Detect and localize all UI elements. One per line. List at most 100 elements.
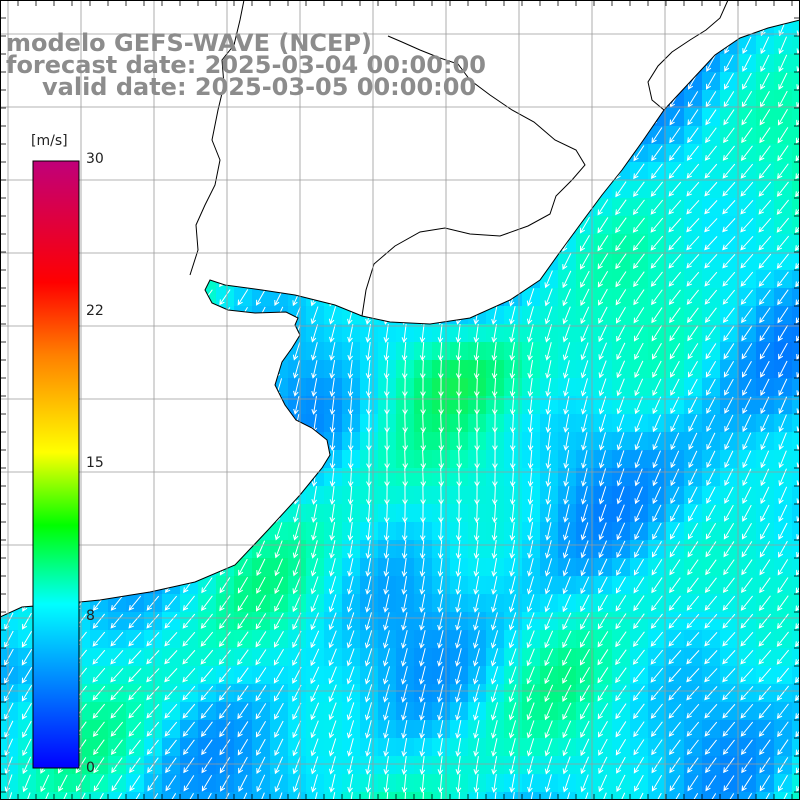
wind-cell (144, 504, 163, 523)
wind-arrow (760, 450, 770, 469)
wind-cell (144, 450, 163, 469)
wind-cell (126, 432, 145, 451)
wind-arrow (740, 721, 754, 737)
wind-arrow (597, 613, 609, 630)
wind-arrow (598, 414, 607, 433)
wind-arrow (705, 127, 717, 144)
wind-arrow (741, 793, 753, 800)
wind-arrow (652, 414, 662, 433)
wind-cell (252, 792, 271, 800)
wind-arrow (182, 181, 196, 197)
wind-cell (396, 108, 415, 127)
wind-arrow (292, 558, 301, 577)
wind-arrow (508, 720, 517, 739)
wind-arrow (220, 522, 230, 540)
wind-arrow (670, 450, 680, 469)
wind-arrow (128, 181, 142, 197)
wind-arrow (128, 721, 142, 737)
wind-arrow (146, 739, 159, 755)
wind-cell (144, 558, 163, 577)
wind-arrow (419, 756, 426, 775)
wind-arrow (401, 198, 408, 217)
wind-cell (126, 108, 145, 127)
wind-cell (216, 324, 235, 343)
wind-arrow (562, 162, 572, 181)
wind-arrow (293, 450, 300, 469)
wind-cell (216, 360, 235, 379)
wind-arrow (615, 253, 627, 270)
wind-arrow (255, 613, 267, 630)
wind-cell (270, 252, 289, 271)
wind-arrow (563, 36, 570, 55)
wind-arrow (758, 595, 771, 611)
wind-arrow (492, 467, 498, 488)
wind-arrow (722, 703, 736, 719)
wind-arrow (23, 432, 30, 451)
wind-arrow (527, 413, 534, 433)
wind-cell (414, 198, 433, 217)
wind-arrow (707, 1, 715, 17)
wind-arrow (562, 270, 572, 289)
wind-cell (216, 414, 235, 433)
wind-cell (36, 0, 55, 19)
wind-arrow (508, 702, 517, 721)
wind-arrow (220, 774, 230, 792)
wind-arrow (401, 539, 408, 560)
wind-arrow (401, 756, 408, 775)
wind-arrow (164, 685, 178, 701)
wind-cell (252, 126, 271, 145)
wind-arrow (545, 540, 552, 559)
wind-arrow (686, 253, 700, 269)
wind-arrow (776, 649, 790, 665)
wind-arrow (776, 685, 790, 701)
wind-arrow (128, 613, 142, 629)
wind-arrow (129, 541, 141, 558)
wind-arrow (419, 198, 426, 217)
wind-arrow (365, 342, 372, 361)
wind-arrow (616, 774, 626, 792)
wind-arrow (419, 684, 426, 703)
wind-arrow (383, 288, 390, 307)
wind-arrow (650, 667, 664, 683)
wind-arrow (164, 595, 178, 611)
wind-arrow (634, 378, 644, 397)
wind-arrow (329, 449, 336, 470)
wind-arrow (311, 486, 317, 505)
wind-arrow (795, 253, 800, 270)
wind-arrow (778, 378, 788, 397)
wind-arrow (455, 539, 462, 560)
wind-arrow (777, 127, 789, 144)
wind-arrow (256, 774, 266, 793)
wind-arrow (237, 163, 249, 180)
wind-arrow (597, 271, 609, 288)
wind-cell (180, 450, 199, 469)
wind-cell (342, 180, 361, 199)
wind-arrow (634, 36, 643, 55)
wind-arrow (419, 252, 426, 271)
wind-arrow (347, 540, 354, 559)
wind-arrow (184, 468, 194, 487)
wind-arrow (615, 145, 627, 162)
wind-arrow (346, 684, 355, 703)
wind-cell (792, 540, 800, 559)
wind-cell (198, 306, 217, 325)
wind-arrow (473, 108, 480, 127)
wind-cell (108, 324, 127, 343)
wind-arrow (202, 450, 211, 469)
wind-arrow (328, 126, 336, 145)
wind-arrow (21, 180, 32, 198)
colorbar-tick-label: 0 (86, 760, 95, 776)
wind-arrow (652, 792, 662, 800)
wind-arrow (668, 199, 682, 215)
wind-arrow (528, 0, 533, 18)
wind-arrow (544, 108, 552, 127)
wind-arrow (129, 523, 141, 540)
wind-arrow (633, 271, 645, 288)
wind-arrow (146, 218, 160, 233)
wind-arrow (274, 342, 283, 361)
wind-cell (0, 378, 19, 397)
wind-cell (54, 108, 73, 127)
wind-arrow (201, 559, 213, 576)
wind-arrow (723, 127, 735, 144)
wind-cell (162, 180, 181, 199)
